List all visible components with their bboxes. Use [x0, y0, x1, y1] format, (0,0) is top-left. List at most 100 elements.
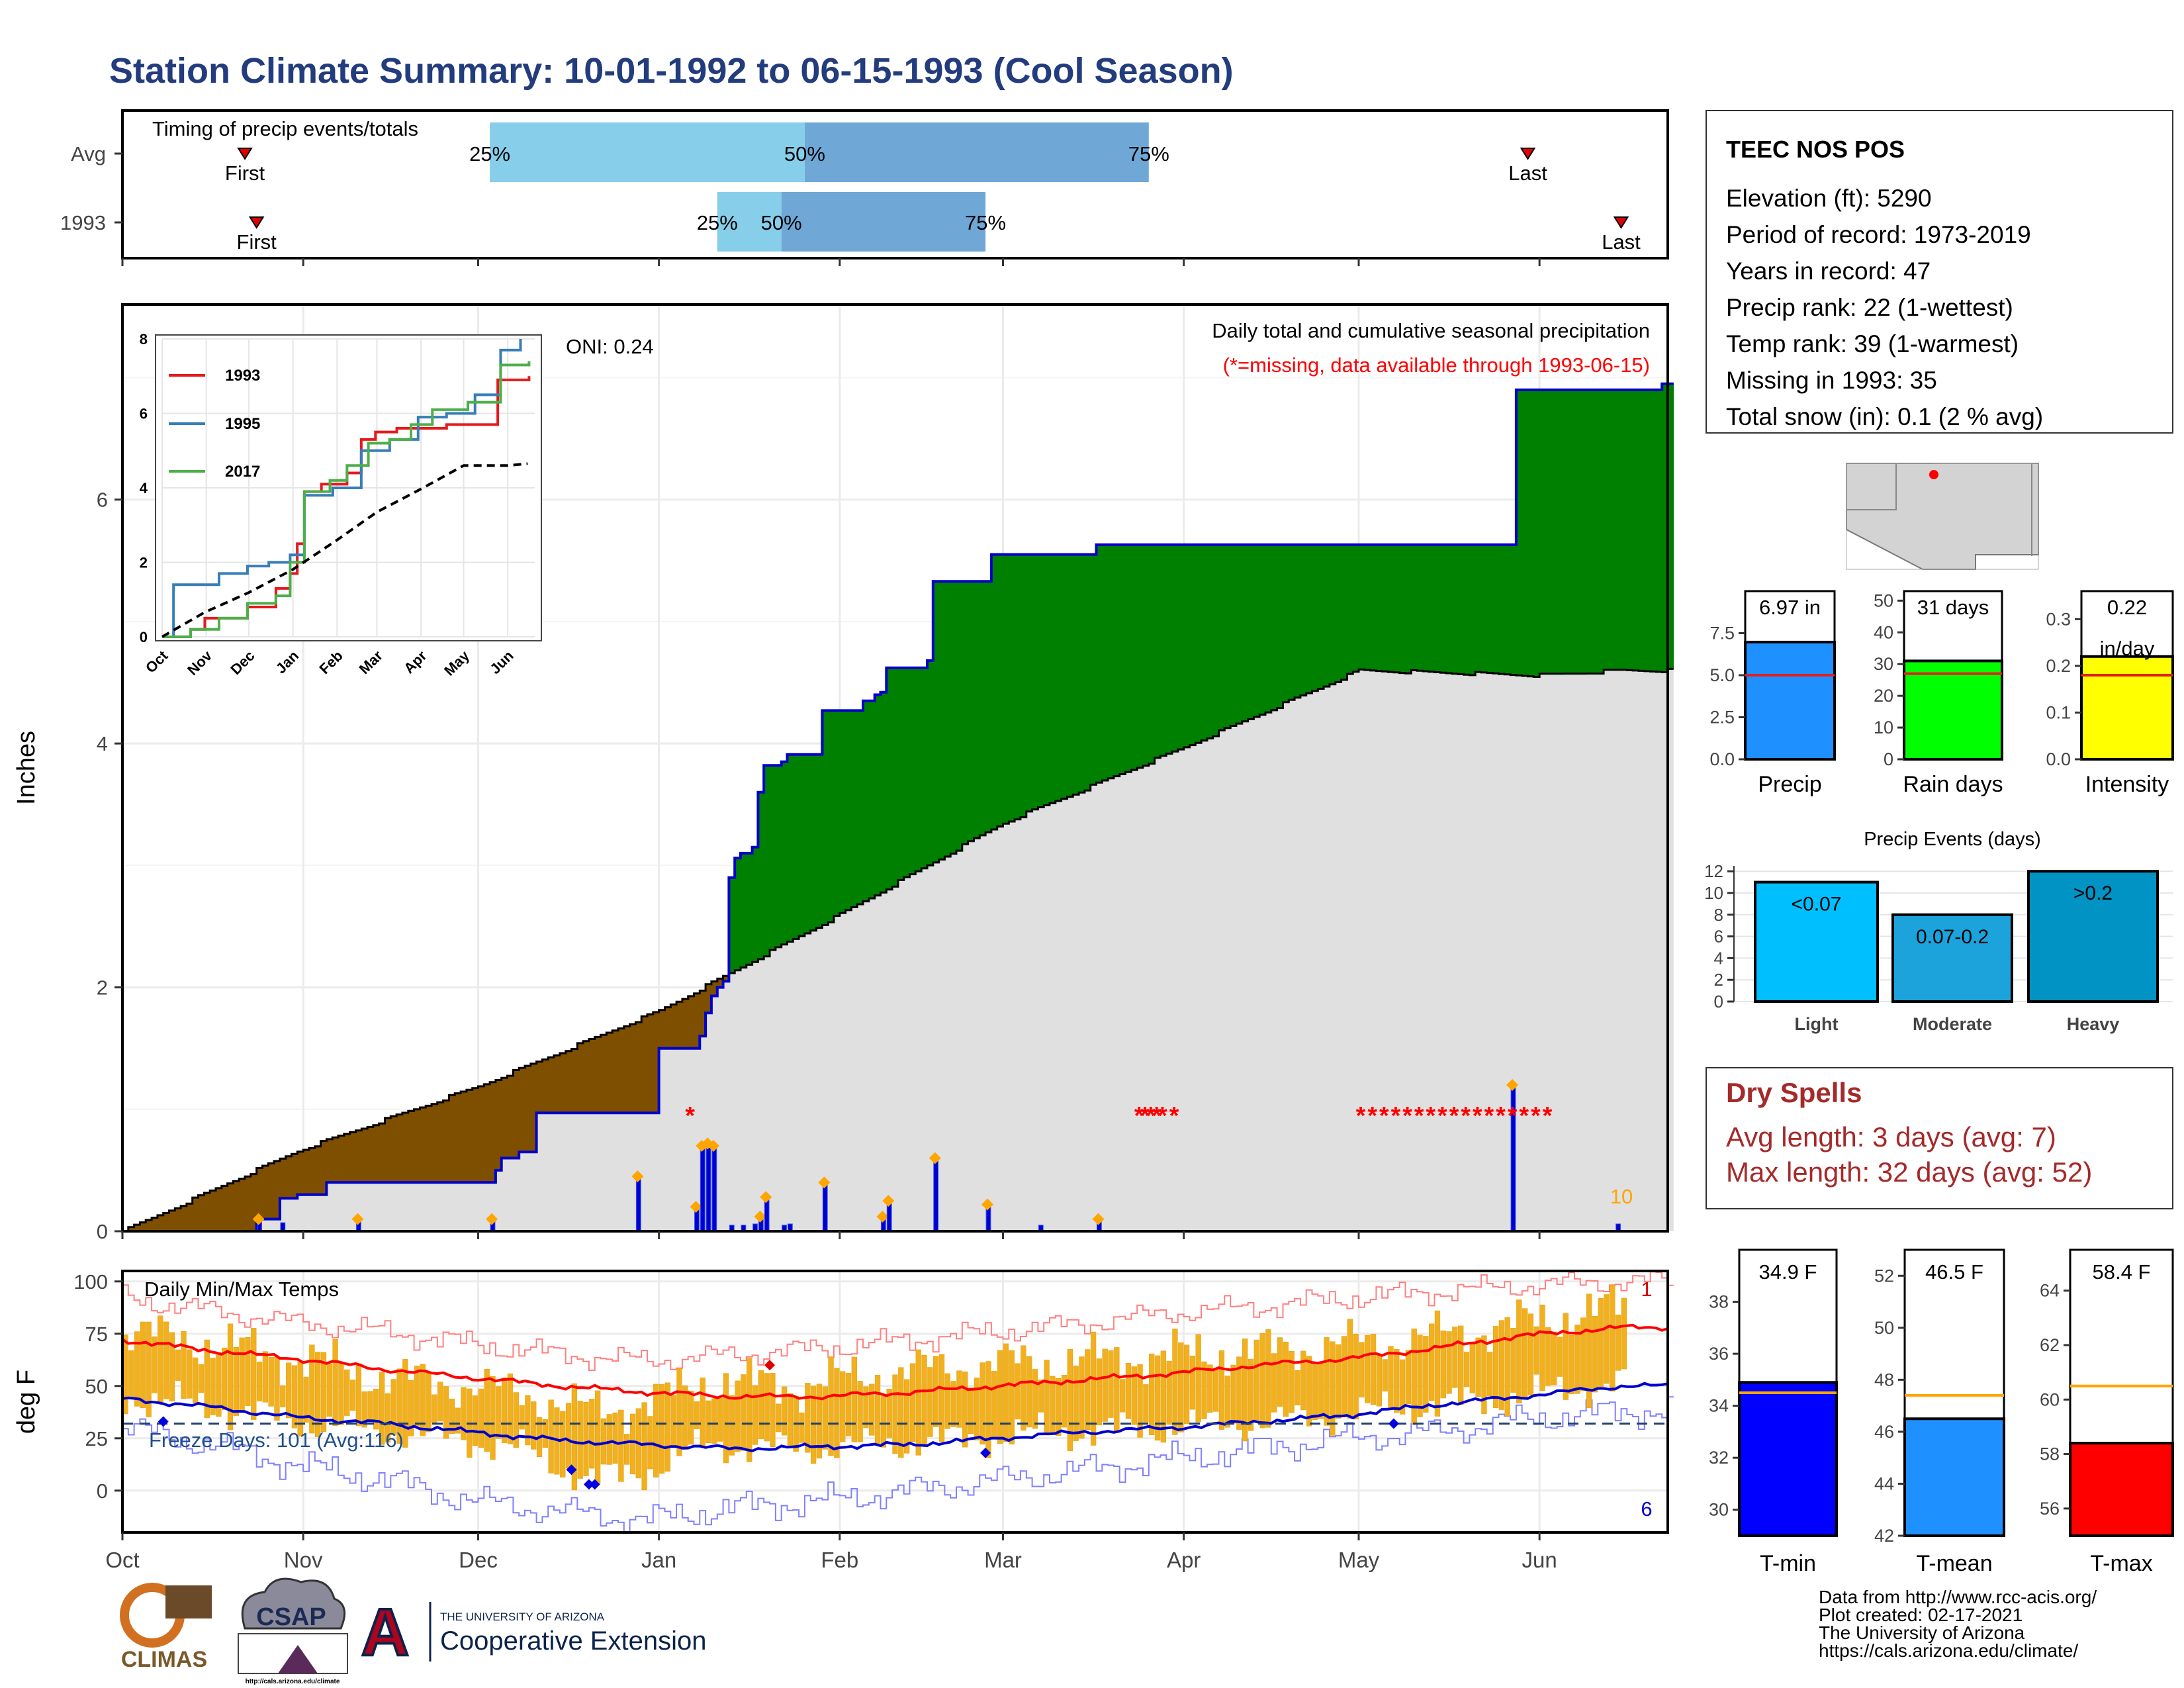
- dry-spells-title: Dry Spells: [1726, 1077, 1862, 1108]
- daily-temp-bar: [198, 1364, 205, 1393]
- temp-y-tick-label: 0: [97, 1479, 108, 1503]
- temp-x-tick-label: Jan: [641, 1548, 676, 1572]
- events-y-tick-label: 4: [1714, 948, 1723, 968]
- gauge-bar: [1744, 640, 1836, 761]
- precip-y-tick-label: 6: [97, 489, 108, 512]
- daily-temp-bar: [1318, 1363, 1324, 1419]
- daily-temp-bar: [507, 1373, 514, 1444]
- daily-temp-bar: [513, 1392, 519, 1448]
- daily-temp-bar: [1289, 1351, 1295, 1413]
- station-info-line: Missing in 1993: 35: [1726, 367, 1937, 394]
- daily-temp-bar: [1201, 1361, 1207, 1419]
- daily-temp-bar: [1154, 1355, 1161, 1441]
- daily-temp-bar: [898, 1367, 904, 1458]
- daily-temp-bar: [641, 1402, 647, 1491]
- events-bar-label: >0.2: [2073, 882, 2113, 904]
- daily-temp-bar: [1085, 1349, 1091, 1430]
- daily-temp-bar: [1224, 1376, 1230, 1428]
- inset-y-tick-label: 6: [140, 406, 148, 422]
- temp-frame: [121, 1270, 1669, 1534]
- gauge-label: Precip: [1758, 772, 1821, 797]
- temp-y-tick-label: 100: [73, 1270, 108, 1293]
- daily-temp-bar: [694, 1401, 700, 1430]
- timing-row-label: Avg: [71, 142, 106, 165]
- daily-temp-bar: [1586, 1293, 1592, 1409]
- daily-temp-bar: [1545, 1327, 1551, 1386]
- gauge-y-tick-label: 0: [1884, 749, 1893, 769]
- daily-temp-bar: [1428, 1323, 1435, 1401]
- missing-data-marker: *: [1496, 1102, 1506, 1130]
- events-y-tick-label: 2: [1714, 970, 1723, 990]
- gauge-value-label: 0.22: [2107, 596, 2147, 619]
- tgauge-y-tick-label: 52: [1874, 1266, 1894, 1286]
- daily-temp-bar: [256, 1362, 263, 1402]
- timing-label-25: 25%: [697, 211, 738, 234]
- timing-label-75: 75%: [965, 211, 1006, 234]
- daily-temp-bar: [1259, 1333, 1265, 1429]
- daily-temp-bar: [1090, 1331, 1097, 1446]
- temperature-gauges: 30 32 34 36 38 34.9 F T-min 42 44 46 48 50 52 46.5 F T…: [1709, 1248, 2174, 1576]
- daily-temp-bar: [828, 1356, 834, 1456]
- daily-temp-bar: [1446, 1331, 1452, 1394]
- daily-precip-bar: [635, 1176, 641, 1232]
- daily-temp-bar: [805, 1383, 811, 1453]
- precip-y-tick-label: 4: [97, 732, 108, 755]
- temp-x-tick-label: Nov: [284, 1548, 323, 1572]
- events-y-tick-label: 12: [1704, 861, 1723, 881]
- gauge-y-tick-label: 7.5: [1709, 624, 1735, 643]
- gauge-bar: [2080, 655, 2174, 761]
- daily-temp-bar: [1563, 1313, 1569, 1400]
- daily-temp-bar: [1312, 1362, 1318, 1421]
- daily-temp-bar: [1032, 1369, 1038, 1429]
- daily-temp-bar: [1330, 1341, 1336, 1436]
- record-day-marker: [583, 1479, 594, 1490]
- daily-temp-bar: [1218, 1350, 1225, 1430]
- timing-bar-25-50: [717, 192, 782, 252]
- events-y-tick-label: 8: [1714, 905, 1723, 925]
- daily-temp-bar: [974, 1378, 980, 1440]
- daily-temp-bar: [764, 1373, 770, 1442]
- timing-label-75: 75%: [1128, 142, 1169, 165]
- daily-temp-bar: [950, 1381, 956, 1427]
- events-y-tick-label: 6: [1714, 927, 1723, 947]
- events-bar: [1754, 880, 1879, 1003]
- precip-y-tick-label: 2: [97, 976, 108, 1000]
- daily-temp-bar: [659, 1383, 665, 1474]
- missing-data-marker: *: [1379, 1102, 1389, 1130]
- daily-temp-bar: [1295, 1370, 1300, 1405]
- avg-tmin-line: [122, 1382, 1668, 1452]
- precip-frame: [121, 303, 1669, 1233]
- daily-temp-bar: [385, 1393, 391, 1443]
- daily-temp-bar: [676, 1368, 682, 1456]
- daily-temp-bar: [210, 1358, 216, 1415]
- daily-temp-bar: [443, 1386, 449, 1439]
- daily-temp-bar: [880, 1395, 887, 1448]
- missing-data-marker: *: [1426, 1102, 1435, 1130]
- daily-temp-bar: [187, 1349, 193, 1399]
- daily-temp-bar: [612, 1412, 618, 1464]
- inset-legend-label: 1995: [225, 415, 260, 433]
- missing-data-marker: *: [1146, 1102, 1156, 1130]
- daily-temp-bar: [1423, 1336, 1429, 1413]
- footer-line: The University of Arizona: [1819, 1622, 2025, 1643]
- daily-temp-bar: [1253, 1339, 1259, 1423]
- missing-data-marker: *: [1473, 1102, 1482, 1130]
- missing-data-marker: *: [1543, 1102, 1553, 1130]
- daily-temp-bar: [869, 1383, 875, 1436]
- daily-temp-bar: [624, 1434, 630, 1465]
- daily-temp-bar: [822, 1386, 828, 1450]
- timing-title: Timing of precip events/totals: [152, 117, 418, 140]
- daily-temp-bar: [1510, 1328, 1516, 1393]
- daily-precip-marker: [981, 1198, 994, 1211]
- daily-temp-bar: [1463, 1352, 1470, 1387]
- temperature-panel: 0 25 50 75 100 Oct Nov Dec Jan Feb Mar Apr May Jun Dai…: [13, 1270, 1674, 1572]
- daily-temp-bar: [297, 1362, 303, 1437]
- daily-temp-bar: [320, 1352, 327, 1432]
- daily-temp-bar: [379, 1372, 385, 1445]
- tgauge-y-tick-label: 36: [1709, 1344, 1729, 1364]
- temp-x-tick-label: May: [1338, 1548, 1380, 1572]
- daily-temp-bar: [1615, 1314, 1621, 1371]
- station-name: TEEC NOS POS: [1726, 136, 1905, 163]
- daily-temp-bar: [1394, 1349, 1400, 1413]
- daily-temp-bar: [1149, 1353, 1155, 1436]
